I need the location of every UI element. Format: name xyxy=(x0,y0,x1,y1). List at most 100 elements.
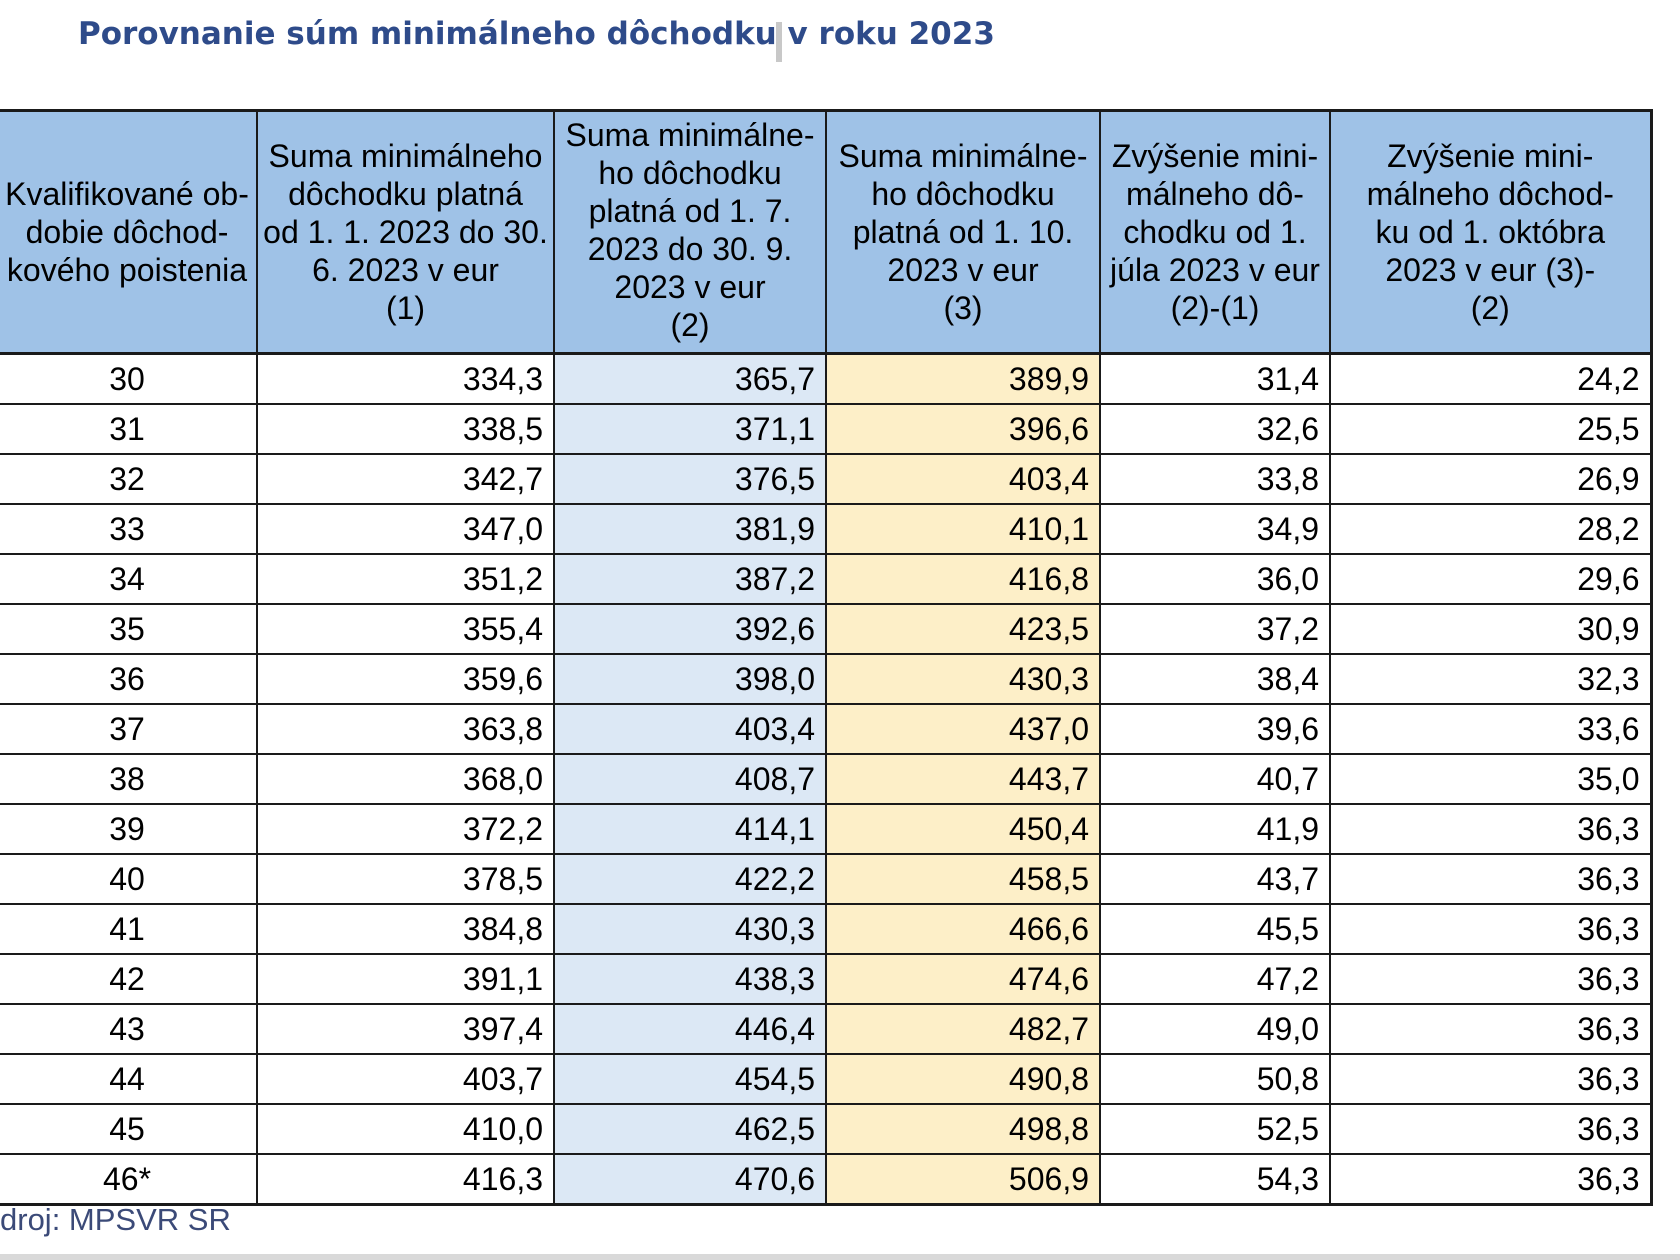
table-cell: 410,1 xyxy=(825,503,1101,555)
table-row: 39 372,2 414,1 450,4 41,9 36,3 xyxy=(0,803,1653,855)
table-cell: 363,8 xyxy=(256,703,555,755)
table-cell: 437,0 xyxy=(825,703,1101,755)
table-cell: 43 xyxy=(0,1003,258,1055)
table-cell: 33 xyxy=(0,503,258,555)
table-cell: 466,6 xyxy=(825,903,1101,955)
table-cell: 34,9 xyxy=(1099,503,1331,555)
table-row: 32 342,7 376,5 403,4 33,8 26,9 xyxy=(0,453,1653,505)
table-cell: 389,9 xyxy=(825,352,1101,405)
table-cell: 403,7 xyxy=(256,1053,555,1105)
table-cell: 31 xyxy=(0,403,258,455)
table-cell: 36,0 xyxy=(1099,553,1331,605)
table-cell: 37 xyxy=(0,703,258,755)
table-cell: 36,3 xyxy=(1329,1003,1653,1055)
table-cell: 490,8 xyxy=(825,1053,1101,1105)
table-cell: 30,9 xyxy=(1329,603,1653,655)
source-note: droj: MPSVR SR xyxy=(0,1202,231,1237)
table-cell: 414,1 xyxy=(553,803,827,855)
table-cell: 28,2 xyxy=(1329,503,1653,555)
table-cell: 36,3 xyxy=(1329,853,1653,905)
table-cell: 355,4 xyxy=(256,603,555,655)
table-header-row: Kvalifikované ob- dobie dôchod- kového p… xyxy=(0,109,1653,355)
table-cell: 403,4 xyxy=(553,703,827,755)
table-cell: 38,4 xyxy=(1099,653,1331,705)
table-cell: 334,3 xyxy=(256,352,555,405)
table-cell: 365,7 xyxy=(553,352,827,405)
table-cell: 35,0 xyxy=(1329,753,1653,805)
table-row: 34 351,2 387,2 416,8 36,0 29,6 xyxy=(0,553,1653,605)
table-cell: 410,0 xyxy=(256,1103,555,1155)
table-cell: 398,0 xyxy=(553,653,827,705)
table-cell: 44 xyxy=(0,1053,258,1105)
table-cell: 36,3 xyxy=(1329,1153,1653,1206)
table-cell: 30 xyxy=(0,352,258,405)
table-body: 30 334,3 365,7 389,9 31,4 24,2 31 338,5 371,1 396… xyxy=(0,352,1653,1206)
table-cell: 33,8 xyxy=(1099,453,1331,505)
table-cell: 34 xyxy=(0,553,258,605)
table-cell: 506,9 xyxy=(825,1153,1101,1206)
table-cell: 498,8 xyxy=(825,1103,1101,1155)
table-cell: 416,8 xyxy=(825,553,1101,605)
table-cell: 391,1 xyxy=(256,953,555,1005)
table-cell: 458,5 xyxy=(825,853,1101,905)
table-cell: 37,2 xyxy=(1099,603,1331,655)
table-cell: 462,5 xyxy=(553,1103,827,1155)
table-cell: 384,8 xyxy=(256,903,555,955)
table-cell: 36,3 xyxy=(1329,953,1653,1005)
table-cell: 359,6 xyxy=(256,653,555,705)
table-cell: 36,3 xyxy=(1329,903,1653,955)
table-cell: 422,2 xyxy=(553,853,827,905)
table-row: 37 363,8 403,4 437,0 39,6 33,6 xyxy=(0,703,1653,755)
table-cell: 50,8 xyxy=(1099,1053,1331,1105)
table-cell: 397,4 xyxy=(256,1003,555,1055)
table-row: 36 359,6 398,0 430,3 38,4 32,3 xyxy=(0,653,1653,705)
table-cell: 378,5 xyxy=(256,853,555,905)
table-cell: 446,4 xyxy=(553,1003,827,1055)
column-header-amount-h1: Suma minimálneho dôchodku platná od 1. 1… xyxy=(256,109,555,355)
table-cell: 403,4 xyxy=(825,453,1101,505)
table-cell: 392,6 xyxy=(553,603,827,655)
table-cell: 40,7 xyxy=(1099,753,1331,805)
table-cell: 430,3 xyxy=(825,653,1101,705)
table-cell: 372,2 xyxy=(256,803,555,855)
table-cell: 36 xyxy=(0,653,258,705)
table-row: 35 355,4 392,6 423,5 37,2 30,9 xyxy=(0,603,1653,655)
column-header-increase-october: Zvýšenie mini- málneho dôchod- ku od 1. … xyxy=(1329,109,1653,355)
table-row: 30 334,3 365,7 389,9 31,4 24,2 xyxy=(0,352,1653,405)
table-cell: 443,7 xyxy=(825,753,1101,805)
table-row: 46* 416,3 470,6 506,9 54,3 36,3 xyxy=(0,1153,1653,1206)
table-cell: 32,3 xyxy=(1329,653,1653,705)
column-header-amount-q4: Suma minimálne- ho dôchodku platná od 1.… xyxy=(825,109,1101,355)
column-header-increase-july: Zvýšenie mini- málneho dô- chodku od 1. … xyxy=(1099,109,1331,355)
window-bottom-edge xyxy=(0,1254,1680,1260)
table-cell: 41,9 xyxy=(1099,803,1331,855)
table-cell: 36,3 xyxy=(1329,1053,1653,1105)
table-cell: 416,3 xyxy=(256,1153,555,1206)
table-row: 41 384,8 430,3 466,6 45,5 36,3 xyxy=(0,903,1653,955)
table-row: 42 391,1 438,3 474,6 47,2 36,3 xyxy=(0,953,1653,1005)
table-cell: 376,5 xyxy=(553,453,827,505)
table-cell: 47,2 xyxy=(1099,953,1331,1005)
table-cell: 46* xyxy=(0,1153,258,1206)
table-cell: 450,4 xyxy=(825,803,1101,855)
text-cursor-highlight xyxy=(776,22,782,62)
table-cell: 36,3 xyxy=(1329,803,1653,855)
table-cell: 474,6 xyxy=(825,953,1101,1005)
table-cell: 36,3 xyxy=(1329,1103,1653,1155)
table-cell: 31,4 xyxy=(1099,352,1331,405)
table-cell: 482,7 xyxy=(825,1003,1101,1055)
table-row: 38 368,0 408,7 443,7 40,7 35,0 xyxy=(0,753,1653,805)
table-cell: 33,6 xyxy=(1329,703,1653,755)
table-cell: 470,6 xyxy=(553,1153,827,1206)
table-cell: 40 xyxy=(0,853,258,905)
table-cell: 351,2 xyxy=(256,553,555,605)
table-cell: 454,5 xyxy=(553,1053,827,1105)
table-cell: 387,2 xyxy=(553,553,827,605)
table-cell: 338,5 xyxy=(256,403,555,455)
table-cell: 24,2 xyxy=(1329,352,1653,405)
table-row: 40 378,5 422,2 458,5 43,7 36,3 xyxy=(0,853,1653,905)
table-cell: 35 xyxy=(0,603,258,655)
table-cell: 438,3 xyxy=(553,953,827,1005)
table-cell: 368,0 xyxy=(256,753,555,805)
pension-comparison-table: Kvalifikované ob- dobie dôchod- kového p… xyxy=(0,109,1653,1206)
